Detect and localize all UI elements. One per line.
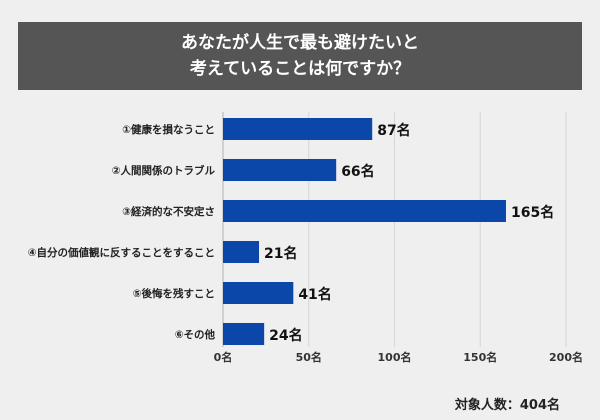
category-label: ②人間関係のトラブル	[112, 164, 216, 177]
bar	[223, 200, 506, 222]
category-label: ③経済的な不安定さ	[122, 205, 215, 218]
data-label: 165名	[511, 204, 554, 221]
data-label: 21名	[264, 245, 297, 262]
data-label: 41名	[298, 286, 331, 303]
chart-title-line-2: 考えていることは何ですか？	[189, 59, 411, 79]
x-tick-label: 200名	[549, 350, 583, 364]
data-label: 87名	[377, 122, 410, 139]
x-tick-label: 100名	[378, 350, 412, 364]
category-label: ④自分の価値観に反することをすること	[28, 246, 215, 259]
category-label: ①健康を損なうこと	[122, 123, 215, 136]
bar	[223, 241, 260, 263]
bar	[223, 282, 294, 304]
data-label: 24名	[269, 327, 302, 344]
x-tick-label: 0名	[214, 350, 233, 364]
footnote: 対象人数：404名	[454, 398, 560, 413]
chart-title: あなたが人生で最も避けたいと 考えていることは何ですか？	[18, 22, 582, 90]
bar	[223, 159, 337, 181]
category-label: ⑥その他	[175, 328, 216, 341]
data-label: 66名	[341, 163, 374, 180]
bar	[223, 118, 373, 140]
chart-title-line-1: あなたが人生で最も避けたいと	[181, 33, 419, 53]
x-tick-label: 50名	[296, 350, 322, 364]
x-tick-label: 150名	[463, 350, 497, 364]
bar	[223, 323, 265, 345]
category-label: ⑤後悔を残すこと	[133, 287, 215, 300]
